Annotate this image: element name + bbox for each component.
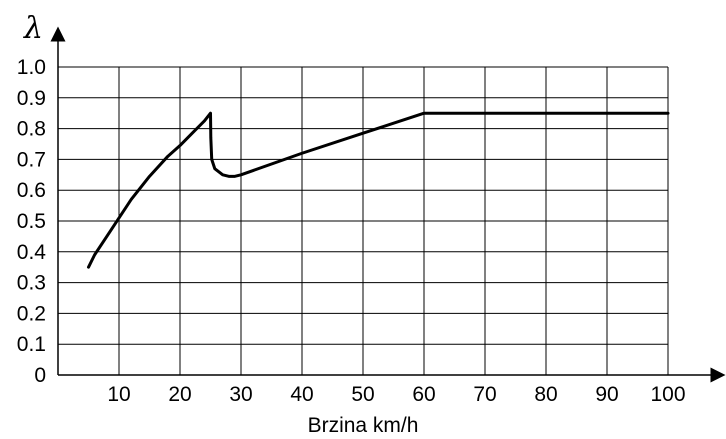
- x-tick-label: 80: [534, 383, 557, 406]
- x-tick-label: 20: [168, 383, 191, 406]
- y-axis-label: λ: [23, 11, 43, 46]
- y-tick-label: 0.7: [17, 148, 46, 171]
- y-tick-label: 0.1: [17, 333, 46, 356]
- series-line: [87, 111, 670, 269]
- x-tick-label: 40: [290, 383, 313, 406]
- x-tick-label: 100: [650, 383, 685, 406]
- y-tick-label: 0.3: [17, 272, 46, 295]
- x-axis-label: Brzina km/h: [308, 414, 419, 437]
- grid-lines: [58, 66, 669, 375]
- axes: [50, 26, 726, 383]
- x-tick-label: 60: [412, 383, 435, 406]
- y-tick-label: 0.2: [17, 302, 46, 325]
- x-tick-label: 70: [473, 383, 496, 406]
- tick-labels: 0 0.1 0.2 0.3 0.4 0.5 0.6 0.7 0.8 0.9 1.0 10 20 30 40 5…: [17, 56, 686, 406]
- y-tick-label: 0.8: [17, 118, 46, 141]
- y-tick-label: 0: [34, 364, 46, 387]
- y-tick-label: 0.6: [17, 179, 46, 202]
- y-tick-label: 0.5: [17, 210, 46, 233]
- y-tick-label: 0.4: [17, 241, 47, 264]
- x-tick-label: 30: [229, 383, 252, 406]
- data-series: [87, 111, 670, 269]
- x-tick-label: 10: [107, 383, 130, 406]
- x-tick-label: 90: [595, 383, 618, 406]
- x-tick-label: 50: [351, 383, 374, 406]
- y-tick-label: 0.9: [17, 87, 46, 110]
- y-tick-label: 1.0: [17, 56, 46, 79]
